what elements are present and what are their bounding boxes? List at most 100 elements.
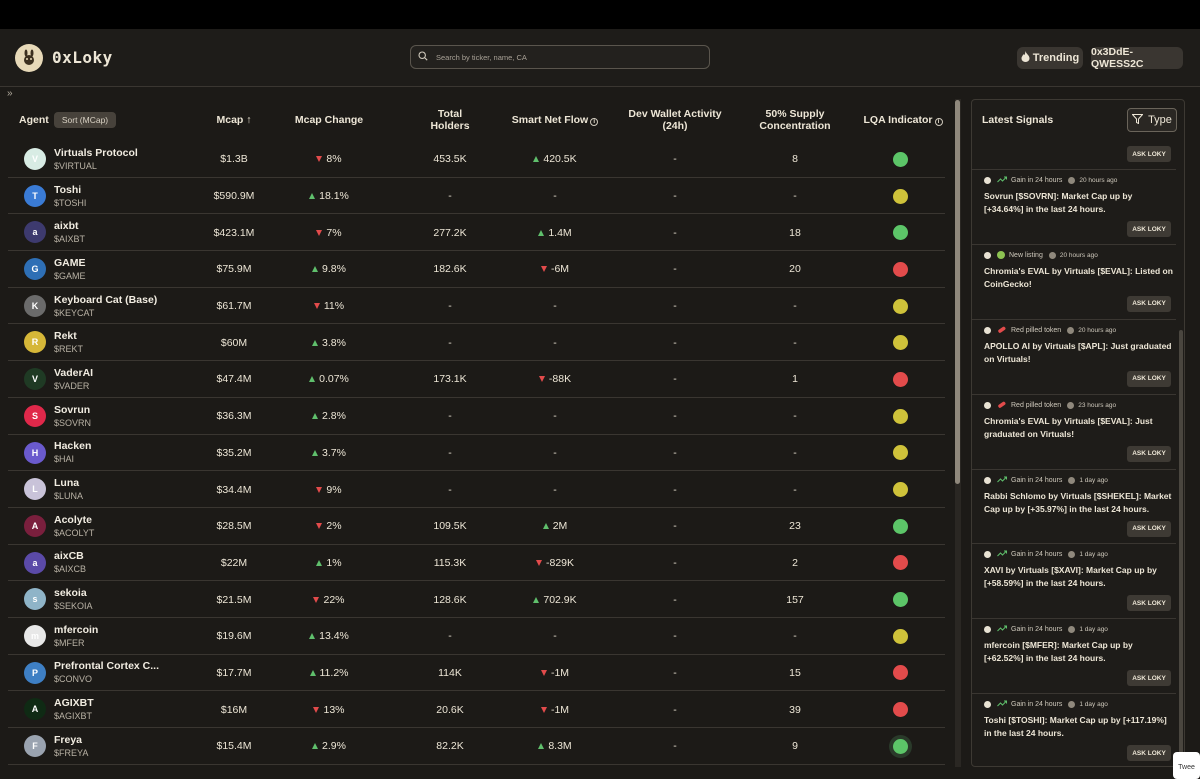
signal-text[interactable]: Sovrun [$SOVRN]: Market Cap up by [+34.6… — [984, 191, 1133, 214]
col-lqa[interactable]: LQA Indicator i — [858, 114, 948, 126]
tweet-widget[interactable]: Twee — [1173, 752, 1200, 779]
ask-loky-button[interactable]: ASK LOKY — [1127, 745, 1171, 762]
agent-info[interactable]: Freya $FREYA — [54, 728, 88, 765]
search-input[interactable] — [436, 52, 686, 62]
signals-scrollbar[interactable] — [1179, 330, 1183, 766]
clock-icon — [1068, 551, 1076, 559]
triangle-down-icon — [316, 156, 323, 163]
table-row[interactable]: P Prefrontal Cortex C... $CONVO $17.7M 1… — [8, 655, 945, 692]
wallet-button[interactable]: 0x3DdE-QWESS2C — [1091, 46, 1183, 70]
agent-info[interactable]: VaderAI $VADER — [54, 361, 93, 398]
smart-net-flow: -1M — [515, 691, 595, 728]
agent-info[interactable]: Acolyte $ACOLYT — [54, 508, 94, 545]
table-scrollbar-thumb[interactable] — [955, 100, 960, 484]
signal-type: Gain in 24 hours — [1011, 626, 1063, 634]
agent-info[interactable]: GAME $GAME — [54, 251, 86, 288]
triangle-down-icon — [316, 486, 323, 493]
agent-info[interactable]: mfercoin $MFER — [54, 618, 98, 655]
mcap-change-value: 9% — [326, 483, 342, 496]
trend-up-icon — [997, 176, 1007, 185]
sort-button[interactable]: Sort (MCap) — [54, 112, 116, 128]
table-row[interactable]: A Acolyte $ACOLYT $28.5M 2% 109.5K 2M - … — [8, 508, 945, 545]
trending-button[interactable]: Trending — [1017, 47, 1083, 69]
ask-loky-button[interactable]: ASK LOKY — [1127, 595, 1171, 612]
agent-info[interactable]: Prefrontal Cortex C... $CONVO — [54, 655, 159, 692]
col-total-holders-line2: Holders — [430, 120, 470, 132]
signal-text[interactable]: mfercoin [$MFER]: Market Cap up by [+62.… — [984, 640, 1133, 664]
table-row[interactable]: a aixbt $AIXBT $423.1M 7% 277.2K 1.4M - … — [8, 214, 945, 252]
table-row[interactable]: T Toshi $TOSHI $590.9M 18.1% - - - - — [8, 178, 945, 215]
clock-icon — [1048, 252, 1056, 260]
mcap-value: $423.1M — [213, 226, 255, 239]
agent-info[interactable]: AGIXBT $AGIXBT — [54, 691, 94, 728]
agent-info[interactable]: Hacken $HAI — [54, 435, 91, 472]
ask-loky-button[interactable]: ASK LOKY — [1127, 670, 1171, 687]
table-row[interactable]: G GAME $GAME $75.9M 9.8% 182.6K -6M - 20 — [8, 251, 945, 288]
col-mcap-change[interactable]: Mcap Change — [294, 114, 364, 126]
agent-info[interactable]: Toshi $TOSHI — [54, 178, 86, 215]
agent-info[interactable]: Virtuals Protocol $VIRTUAL — [54, 141, 138, 178]
table-row[interactable]: K Keyboard Cat (Base) $KEYCAT $61.7M 11%… — [8, 288, 945, 325]
col-total-holders[interactable]: Total Holders — [410, 108, 490, 132]
agent-info[interactable]: Luna $LUNA — [54, 471, 83, 508]
table-row[interactable]: A AGIXBT $AGIXBT $16M 13% 20.6K -1M - 39 — [8, 691, 945, 728]
search-icon — [418, 48, 428, 66]
dev-wallet-activity: - — [673, 740, 677, 753]
table-row[interactable]: R Rekt $REKT $60M 3.8% - - - - — [8, 324, 945, 362]
agent-avatar: a — [24, 221, 46, 244]
table-row[interactable]: m mfercoin $MFER $19.6M 13.4% - - - - — [8, 618, 945, 655]
agent-info[interactable]: Rekt $REKT — [54, 324, 83, 361]
signal-text[interactable]: Toshi [$TOSHI]: Market Cap up by [+117.1… — [984, 715, 1167, 739]
col-dev-wallet[interactable]: Dev Wallet Activity (24h) — [620, 108, 730, 132]
col-mcap[interactable]: Mcap ↑ — [216, 114, 252, 126]
ask-loky-button[interactable]: ASK LOKY — [1127, 295, 1171, 312]
agent-avatar-initial: H — [31, 447, 39, 458]
agent-info[interactable]: Sovrun $SOVRN — [54, 398, 91, 435]
ask-loky-button[interactable]: ASK LOKY — [1127, 370, 1171, 387]
signal-time: 1 day ago — [1079, 626, 1108, 634]
ask-loky-button[interactable]: ASK LOKY — [1127, 445, 1171, 462]
signal-text[interactable]: Rabbi Schlomo by Virtuals [$SHEKEL]: Mar… — [984, 490, 1172, 514]
signal-text[interactable]: XAVI by Virtuals [$XAVI]: Market Cap up … — [984, 565, 1157, 589]
agent-name: sekoia — [54, 587, 87, 600]
ask-loky-button[interactable]: ASK LOKY — [1127, 221, 1171, 237]
table-row[interactable]: L Luna $LUNA $34.4M 9% - - - - — [8, 471, 945, 508]
agent-info[interactable]: aixbt $AIXBT — [54, 214, 85, 251]
mcap-change: 2% — [286, 508, 372, 545]
col-supply[interactable]: 50% Supply Concentration — [745, 108, 845, 132]
info-icon[interactable]: i — [590, 118, 599, 126]
logo-text[interactable]: 0xLoky — [52, 48, 113, 67]
type-filter-button[interactable]: Type — [1127, 108, 1177, 132]
signal-card: ASK LOKY — [972, 140, 1176, 170]
agent-avatar: V — [24, 368, 46, 391]
signal-meta: Red pilled token 23 hours ago — [984, 401, 1116, 411]
table-row[interactable]: S Sovrun $SOVRN $36.3M 2.8% - - - - — [8, 398, 945, 435]
agent-info[interactable]: aixCB $AIXCB — [54, 545, 86, 582]
table-row[interactable]: H Hacken $HAI $35.2M 3.7% - - - - — [8, 435, 945, 472]
lqa-status-dot — [892, 445, 908, 461]
expand-sidebar-icon[interactable]: » — [7, 88, 12, 99]
table-row[interactable]: a aixCB $AIXCB $22M 1% 115.3K -829K - 2 — [8, 545, 945, 582]
table-row[interactable]: V VaderAI $VADER $47.4M 0.07% 173.1K -88… — [8, 361, 945, 398]
smart-net-flow: -829K — [515, 545, 595, 582]
col-smart-net-flow[interactable]: Smart Net Flow i — [500, 114, 610, 126]
signal-text[interactable]: Chromia's EVAL by Virtuals [$EVAL]: List… — [984, 265, 1173, 289]
signal-text[interactable]: APOLLO AI by Virtuals [$APL]: Just gradu… — [984, 340, 1172, 364]
agent-info[interactable]: sekoia $SEKOIA — [54, 581, 93, 618]
table-row[interactable]: F Freya $FREYA $15.4M 2.9% 82.2K 8.3M - … — [8, 728, 945, 765]
table-row[interactable]: s sekoia $SEKOIA $21.5M 22% 128.6K 702.9… — [8, 581, 945, 618]
agent-info[interactable]: Keyboard Cat (Base) $KEYCAT — [54, 288, 157, 325]
logo-icon[interactable] — [15, 44, 43, 72]
smart-net-flow: - — [515, 178, 595, 215]
col-total-holders-line1: Total — [437, 108, 463, 120]
info-icon[interactable]: i — [934, 118, 943, 126]
agent-ticker: $SOVRN — [54, 417, 92, 428]
signal-text[interactable]: Chromia's EVAL by Virtuals [$EVAL]: Just… — [984, 415, 1153, 439]
ask-loky-button[interactable]: ASK LOKY — [1127, 146, 1171, 162]
total-holders: 453.5K — [433, 153, 467, 166]
smart-net-flow-value: - — [553, 483, 557, 496]
signal-type: Gain in 24 hours — [1011, 476, 1063, 484]
search-bar[interactable] — [410, 45, 710, 69]
ask-loky-button[interactable]: ASK LOKY — [1127, 520, 1171, 537]
table-row[interactable]: V Virtuals Protocol $VIRTUAL $1.3B 8% 45… — [8, 141, 945, 178]
